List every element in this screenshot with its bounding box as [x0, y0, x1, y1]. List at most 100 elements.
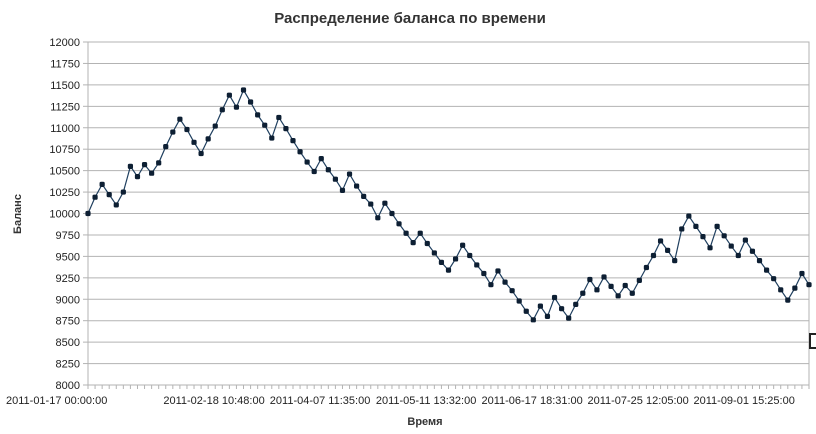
y-tick-label: 11750 — [50, 58, 80, 70]
data-point — [580, 290, 586, 296]
data-point — [389, 210, 395, 217]
y-tick-label: 10750 — [49, 144, 80, 156]
data-point — [212, 123, 218, 129]
data-point — [629, 290, 635, 296]
data-point — [382, 200, 388, 206]
data-point — [226, 92, 232, 98]
data-point — [488, 282, 494, 288]
data-point — [806, 282, 812, 288]
data-point — [141, 162, 148, 168]
data-point — [544, 313, 551, 319]
data-point — [735, 252, 741, 259]
data-point — [219, 107, 225, 113]
data-point — [325, 167, 331, 173]
data-point — [615, 293, 621, 299]
data-point — [594, 287, 600, 293]
data-point — [255, 112, 261, 118]
y-tick-label: 8750 — [56, 316, 80, 328]
data-point — [276, 114, 282, 121]
data-point — [346, 171, 353, 177]
data-point — [785, 297, 791, 303]
x-tick-label: 2011-06-17 18:31:00 — [481, 395, 582, 407]
data-point — [523, 308, 529, 314]
data-point — [85, 210, 91, 217]
data-point — [728, 243, 734, 249]
data-point — [297, 149, 303, 155]
data-point — [361, 193, 367, 199]
data-point — [530, 317, 536, 323]
data-point — [149, 170, 155, 176]
data-point — [700, 234, 706, 240]
data-point — [304, 159, 310, 165]
data-point — [368, 201, 374, 207]
data-point — [177, 116, 183, 122]
data-point — [509, 288, 515, 294]
y-tick-label: 10000 — [49, 209, 80, 221]
data-point — [170, 129, 176, 135]
data-point — [375, 215, 381, 221]
x-tick-label: 2011-04-07 11:35:00 — [270, 395, 371, 407]
data-point — [559, 306, 565, 312]
data-point — [495, 268, 501, 274]
data-point — [99, 181, 105, 187]
y-tick-label: 11250 — [50, 101, 80, 113]
data-point — [431, 250, 437, 256]
data-point — [467, 252, 473, 259]
chart-title: Распределение баланса по времени — [274, 10, 546, 27]
data-point — [92, 194, 98, 200]
data-point — [672, 258, 678, 264]
data-point — [106, 192, 112, 198]
y-tick-label: 8250 — [56, 359, 80, 371]
series-markers — [85, 87, 812, 323]
data-point — [262, 122, 268, 128]
data-point — [742, 237, 748, 243]
data-point — [120, 189, 126, 195]
y-axis-label: Баланс — [12, 194, 24, 234]
data-point — [417, 230, 423, 236]
x-tick-label: 2011-07-25 12:05:00 — [587, 395, 688, 407]
data-point — [756, 258, 763, 264]
data-point — [205, 136, 211, 142]
data-point — [601, 274, 607, 280]
data-point — [537, 303, 543, 309]
data-point — [657, 238, 664, 244]
data-point — [749, 248, 756, 254]
data-point — [686, 213, 692, 219]
data-point — [283, 126, 289, 132]
y-tick-label: 8000 — [56, 380, 80, 392]
data-point — [799, 270, 805, 277]
y-tick-label: 10250 — [49, 187, 80, 199]
x-tick-label: 2011-01-17 00:00:00 — [6, 395, 107, 407]
x-axis-label: Время — [407, 416, 442, 428]
data-point — [396, 221, 402, 227]
data-point — [636, 277, 642, 283]
gridlines — [88, 41, 809, 386]
data-point — [643, 264, 650, 271]
y-tick-label: 8500 — [56, 337, 80, 349]
y-tick-label: 10500 — [49, 166, 80, 178]
y-tick-label: 9500 — [56, 251, 80, 263]
data-point — [566, 315, 572, 321]
data-point — [665, 247, 671, 253]
data-point — [354, 183, 360, 189]
data-point — [403, 230, 409, 236]
y-tick-label: 9750 — [56, 230, 80, 242]
y-tick-label: 11000 — [50, 123, 80, 135]
data-point — [127, 163, 134, 169]
y-tick-label: 9000 — [56, 294, 80, 306]
data-point — [191, 139, 197, 145]
x-axis: 2011-01-17 00:00:00 2011-02-18 10:48:00 20… — [6, 385, 810, 407]
data-point — [311, 168, 317, 175]
y-tick-label: 12000 — [49, 37, 80, 49]
data-point — [113, 202, 119, 208]
data-point — [339, 187, 346, 193]
resize-handle[interactable] — [809, 333, 816, 349]
data-point — [516, 298, 522, 304]
data-point — [771, 276, 777, 282]
data-point — [460, 242, 466, 248]
data-point — [134, 174, 141, 180]
data-point — [714, 223, 720, 229]
data-point — [551, 294, 558, 301]
data-point — [163, 144, 169, 150]
